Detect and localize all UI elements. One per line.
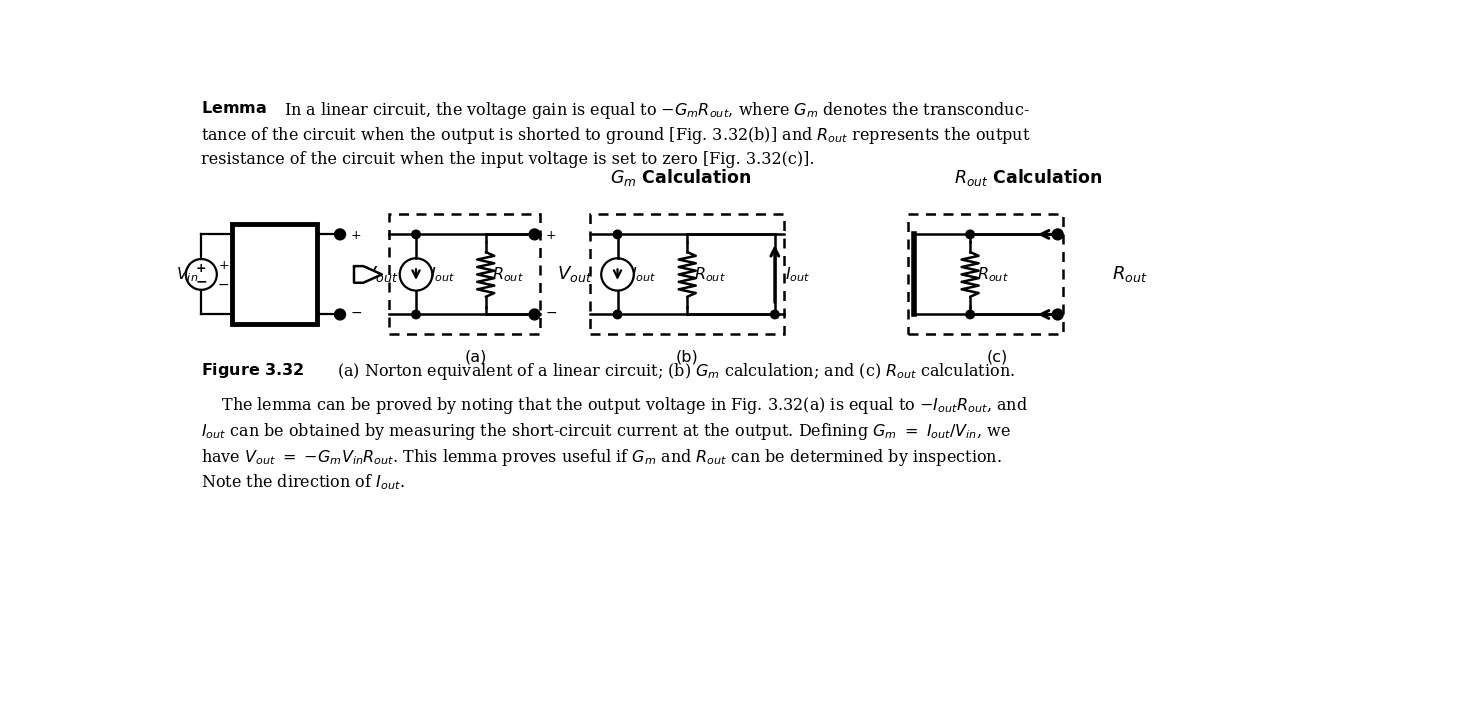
Text: +: + <box>197 262 207 274</box>
Text: $R_{out}$: $R_{out}$ <box>1111 265 1148 284</box>
Circle shape <box>411 310 420 319</box>
Text: $R_{out}$: $R_{out}$ <box>492 265 524 284</box>
Circle shape <box>335 310 345 319</box>
Text: $I_{out}$: $I_{out}$ <box>785 265 810 284</box>
Bar <box>590 214 784 334</box>
Text: $I_{out}$: $I_{out}$ <box>430 265 455 284</box>
Text: +: + <box>546 229 556 241</box>
Circle shape <box>1053 310 1063 319</box>
Bar <box>232 225 317 324</box>
Text: (a) Norton equivalent of a linear circuit; (b) $G_m$ calculation; and (c) $R_{ou: (a) Norton equivalent of a linear circui… <box>338 362 1014 383</box>
Text: $I_{out}$ can be obtained by measuring the short-circuit current at the output. : $I_{out}$ can be obtained by measuring t… <box>201 421 1010 442</box>
Circle shape <box>1053 230 1063 239</box>
Text: $I_{out}$: $I_{out}$ <box>631 265 656 284</box>
Circle shape <box>614 230 622 239</box>
Text: In a linear circuit, the voltage gain is equal to $-G_mR_{out}$, where $G_m$ den: In a linear circuit, the voltage gain is… <box>285 100 1031 121</box>
Text: $\mathbf{Lemma}$: $\mathbf{Lemma}$ <box>201 100 266 116</box>
Text: $V_{out}$: $V_{out}$ <box>363 265 398 284</box>
Circle shape <box>530 230 540 239</box>
Text: The lemma can be proved by noting that the output voltage in Fig. 3.32(a) is equ: The lemma can be proved by noting that t… <box>201 395 1028 416</box>
Circle shape <box>614 310 622 319</box>
Text: have $V_{out}$ $=$ $-G_mV_{in}R_{out}$. This lemma proves useful if $G_m$ and $R: have $V_{out}$ $=$ $-G_mV_{in}R_{out}$. … <box>201 447 1001 468</box>
Text: resistance of the circuit when the input voltage is set to zero [Fig. 3.32(c)].: resistance of the circuit when the input… <box>201 151 815 168</box>
Text: $\mathbf{Figure\ 3.32}$: $\mathbf{Figure\ 3.32}$ <box>201 362 304 380</box>
Text: (b): (b) <box>675 350 699 365</box>
Circle shape <box>411 230 420 239</box>
Bar <box>909 214 1063 334</box>
Text: $R_{out}$: $R_{out}$ <box>694 265 725 284</box>
Circle shape <box>771 310 780 319</box>
Text: +: + <box>351 229 361 241</box>
Circle shape <box>966 310 975 319</box>
Bar <box>389 214 540 334</box>
Text: (c): (c) <box>986 350 1009 365</box>
Text: $\boldsymbol{G_m}$ Calculation: $\boldsymbol{G_m}$ Calculation <box>611 167 752 188</box>
Circle shape <box>335 230 345 239</box>
Text: −: − <box>351 306 363 320</box>
Text: $\boldsymbol{R_{out}}$ Calculation: $\boldsymbol{R_{out}}$ Calculation <box>954 167 1102 188</box>
Circle shape <box>966 230 975 239</box>
Text: −: − <box>217 277 229 291</box>
Polygon shape <box>354 266 382 283</box>
Text: tance of the circuit when the output is shorted to ground [Fig. 3.32(b)] and $R_: tance of the circuit when the output is … <box>201 126 1031 147</box>
Text: −: − <box>195 274 207 289</box>
Text: Note the direction of $I_{out}$.: Note the direction of $I_{out}$. <box>201 472 404 492</box>
Text: −: − <box>546 306 556 320</box>
Circle shape <box>530 310 540 319</box>
Text: $V_{in}$: $V_{in}$ <box>176 265 198 284</box>
Text: +: + <box>219 259 229 272</box>
Text: $V_{out}$: $V_{out}$ <box>558 265 593 284</box>
Text: $R_{out}$: $R_{out}$ <box>976 265 1009 284</box>
Text: (a): (a) <box>465 350 487 365</box>
